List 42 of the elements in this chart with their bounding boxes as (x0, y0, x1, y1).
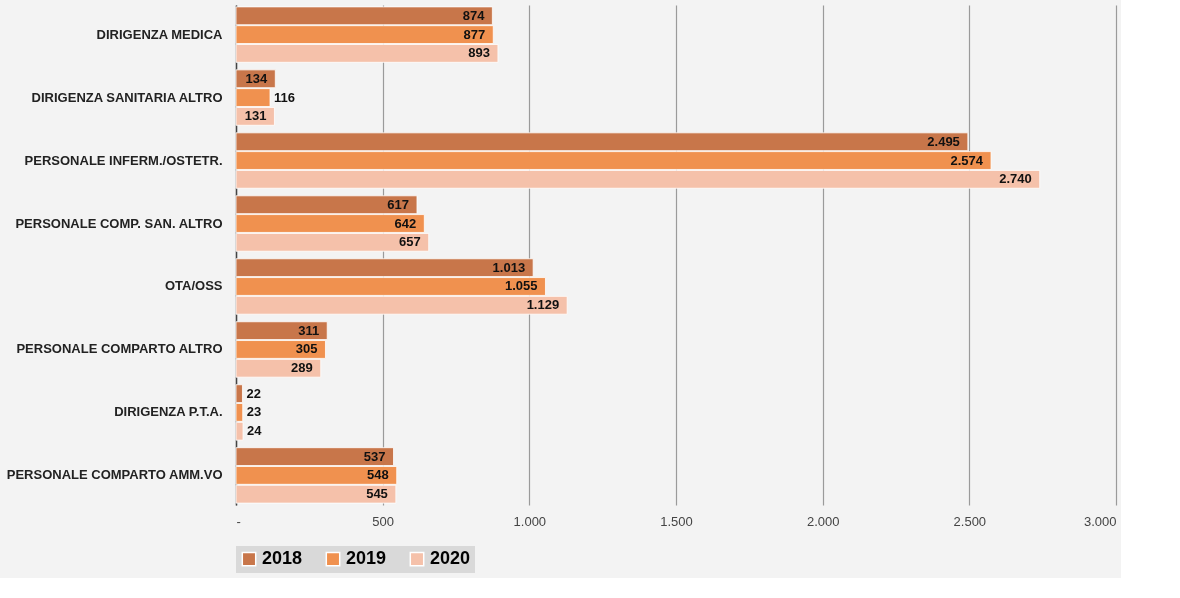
data-label: 545 (366, 486, 388, 502)
data-label: 24 (247, 423, 263, 439)
x-tick-label: 500 (372, 513, 395, 529)
data-label: 131 (244, 108, 267, 124)
legend-label: 2018 (262, 548, 303, 569)
data-label: 874 (462, 7, 486, 23)
data-label: 1.129 (526, 297, 560, 313)
x-tick-label: 2.000 (806, 513, 840, 529)
data-label: 1.013 (492, 259, 526, 275)
x-tick-label: 1.500 (660, 513, 693, 529)
data-label: 289 (291, 360, 313, 376)
data-label: 642 (394, 215, 417, 231)
data-label: 617 (387, 196, 409, 212)
data-label: 893 (468, 45, 490, 61)
data-label: 23 (246, 404, 262, 420)
x-tick-label: - (236, 513, 241, 529)
data-label: 537 (363, 448, 386, 464)
y-tick-label: DIRIGENZA MEDICA (96, 26, 224, 42)
data-label: 548 (367, 467, 389, 483)
y-tick-label: PERSONALE COMP. SAN. ALTRO (15, 215, 223, 231)
data-label: 2.740 (999, 171, 1032, 187)
y-tick-label: DIRIGENZA SANITARIA ALTRO (31, 89, 223, 105)
y-tick-label: OTA/OSS (164, 278, 223, 294)
y-tick-label: PERSONALE COMPARTO AMM.VO (6, 467, 223, 483)
data-label: 1.055 (504, 278, 538, 294)
data-label: 2.495 (927, 133, 960, 149)
data-label: 311 (298, 322, 320, 338)
y-tick-label: PERSONALE INFERM./OSTETR. (24, 152, 223, 168)
x-tick-label: 2.500 (953, 513, 987, 529)
y-tick-label: DIRIGENZA P.T.A. (114, 404, 223, 420)
data-label: 877 (463, 26, 486, 42)
x-tick-label: 1.000 (513, 513, 547, 529)
data-label: 22 (246, 385, 261, 401)
data-label: 2.574 (950, 152, 984, 168)
x-tick-label: 3.000 (1083, 513, 1117, 529)
data-label: 134 (245, 70, 269, 86)
y-tick-label: PERSONALE COMPARTO ALTRO (16, 341, 223, 357)
legend-label: 2019 (346, 548, 387, 569)
data-label: 116 (274, 89, 296, 105)
legend-label: 2020 (430, 548, 471, 569)
data-label: 657 (399, 234, 421, 250)
data-label: 305 (295, 341, 318, 357)
